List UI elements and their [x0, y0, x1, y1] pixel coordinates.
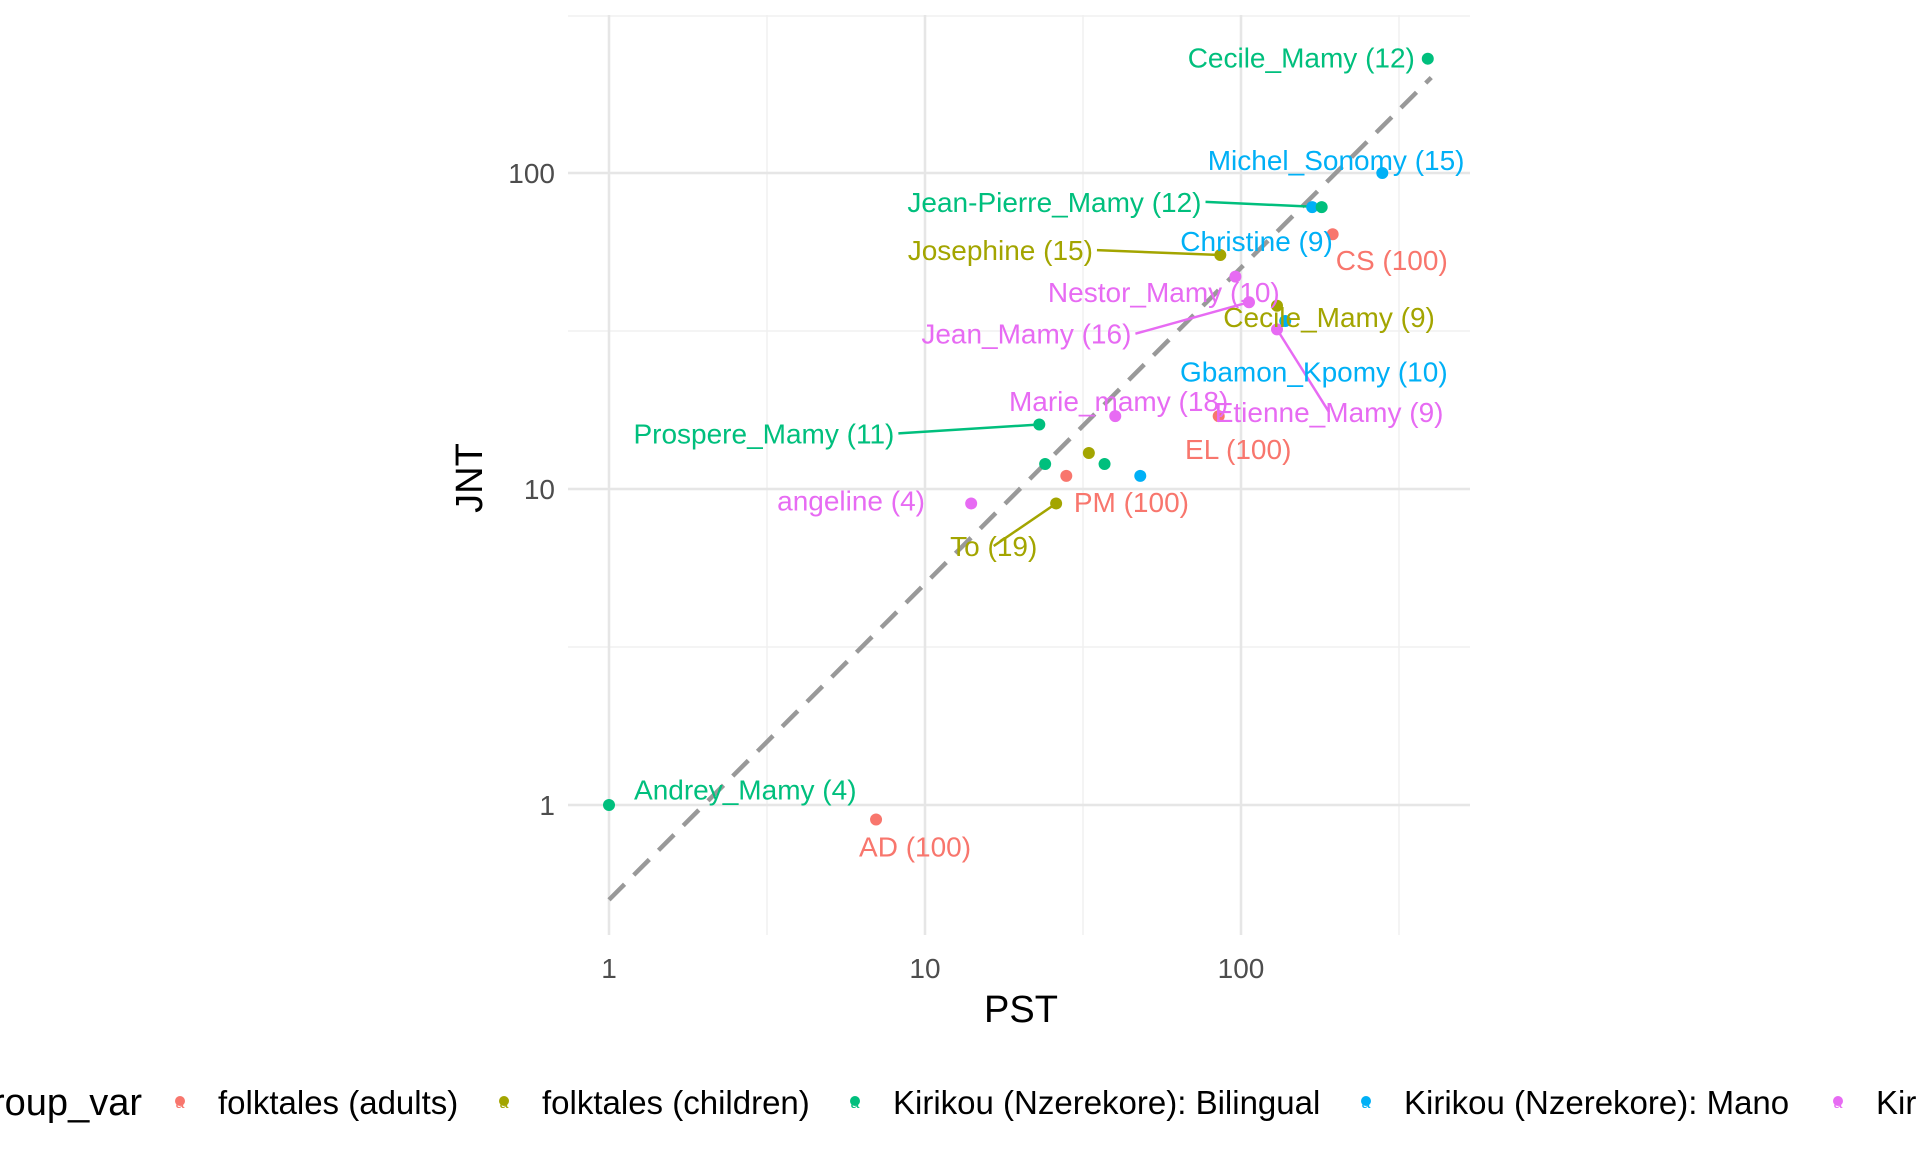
point-label: Marie_mamy (18) — [1009, 386, 1228, 417]
data-point — [1306, 201, 1319, 214]
label-leader — [1096, 248, 1221, 257]
data-point — [1421, 52, 1434, 65]
x-tick-label: 100 — [1218, 953, 1265, 984]
y-tick-label: 10 — [524, 474, 555, 505]
label-leader — [898, 423, 1040, 435]
x-tick-label: 1 — [601, 953, 617, 984]
legend-key-point — [175, 1096, 185, 1106]
x-axis-title: PST — [984, 989, 1058, 1031]
data-point — [1109, 410, 1122, 423]
point-label: Andrey_Mamy (4) — [634, 774, 857, 805]
data-point — [1060, 469, 1073, 482]
data-point — [1315, 201, 1328, 214]
point-label: Prospere_Mamy (11) — [633, 418, 894, 449]
label-leader — [993, 502, 1057, 548]
point-labels: Andrey_Mamy (4)AD (100) angeline (4) To (1… — [633, 43, 1464, 863]
data-point — [1134, 469, 1147, 482]
legend-entry-label: folktales (adults) — [218, 1084, 458, 1121]
legend-entry-label: Kir — [1876, 1084, 1916, 1121]
point-label: EL (100) — [1185, 434, 1291, 465]
axis-ticks: 1 10 100 1 10 100 — [508, 158, 1264, 984]
point-label: PM (100) — [1074, 487, 1189, 518]
point-label: Cecile_Mamy (12) — [1188, 43, 1415, 74]
point-label: Nestor_Mamy (10) — [1048, 277, 1280, 308]
data-point — [1229, 270, 1242, 283]
data-point — [1326, 228, 1339, 241]
data-point — [1039, 457, 1052, 470]
data-point — [870, 813, 883, 826]
data-point — [1214, 249, 1227, 262]
point-label: Etienne_Mamy (9) — [1215, 397, 1444, 428]
data-point — [1376, 167, 1389, 179]
y-axis-title: JNT — [449, 443, 491, 513]
legend-key-glyph: a — [500, 1095, 509, 1112]
point-label: Jean-Pierre_Mamy (12) — [907, 187, 1201, 218]
legend-key-glyph: a — [851, 1095, 860, 1112]
data-point — [1271, 323, 1284, 336]
data-point — [1098, 457, 1111, 470]
legend-entry-label: Kirikou (Nzerekore): Bilingual — [893, 1084, 1320, 1121]
data-points — [603, 52, 1434, 826]
legend-key-glyph: a — [176, 1095, 185, 1112]
data-point — [1082, 446, 1095, 459]
point-label: Christine (9) — [1180, 226, 1332, 257]
reference-line-path — [607, 75, 1433, 902]
legend-key-point — [850, 1096, 860, 1106]
data-point — [1050, 497, 1063, 510]
x-tick-label: 10 — [909, 953, 940, 984]
data-point — [1271, 299, 1284, 312]
reference-line — [607, 75, 1433, 902]
legend-key-point — [499, 1096, 509, 1106]
y-tick-label: 100 — [508, 158, 555, 189]
point-label: AD (100) — [859, 831, 971, 862]
legend-title: group_var — [0, 1082, 142, 1124]
data-point — [1212, 410, 1225, 423]
point-label: Josephine (15) — [908, 235, 1093, 266]
grid-lines — [568, 15, 1470, 935]
point-label: To (19) — [950, 531, 1037, 562]
data-point — [965, 497, 978, 510]
legend-key-glyph: a — [1834, 1095, 1843, 1112]
legend-key-point — [1833, 1096, 1843, 1106]
point-label: Michel_Sonomy (15) — [1208, 145, 1465, 176]
legend-key-glyph: a — [1362, 1095, 1371, 1112]
point-label: Gbamon_Kpomy (10) — [1180, 357, 1448, 388]
data-point — [1242, 296, 1255, 309]
data-point — [603, 799, 615, 811]
y-tick-label: 1 — [539, 790, 555, 821]
label-leader — [1275, 328, 1331, 413]
label-leader — [1205, 200, 1322, 209]
point-label: Cecile_Mamy (9) — [1223, 302, 1435, 333]
label-leader — [1135, 301, 1250, 335]
legend: group_var a folktales (adults) a folktales … — [0, 1082, 1916, 1124]
legend-key-point — [1361, 1096, 1371, 1106]
legend-entry-label: Kirikou (Nzerekore): Mano — [1404, 1084, 1789, 1121]
legend-entry-label: folktales (children) — [542, 1084, 810, 1121]
data-point — [1279, 315, 1292, 328]
data-point — [1033, 418, 1046, 431]
point-label: CS (100) — [1336, 245, 1448, 276]
point-label: Jean_Mamy (16) — [921, 319, 1131, 350]
point-label: angeline (4) — [777, 485, 925, 516]
label-leaders — [898, 200, 1331, 548]
